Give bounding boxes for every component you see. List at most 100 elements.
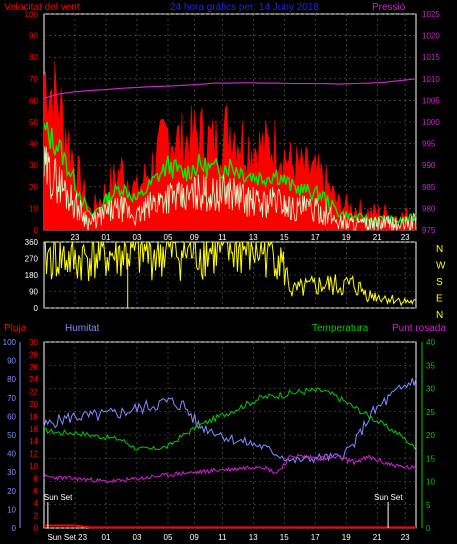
sunset-label: Sun Set bbox=[374, 493, 403, 502]
humidity-y-tick-label: 20 bbox=[7, 487, 16, 496]
temp-y-tick-label: 0 bbox=[426, 524, 431, 533]
wind-x-tick-label: 05 bbox=[164, 233, 173, 242]
rain-y-tick-label: 10 bbox=[29, 462, 38, 471]
humidity-y-tick-label: 30 bbox=[7, 468, 16, 477]
temp-y-tick-label: 30 bbox=[426, 385, 435, 394]
wind-x-tick-label: 17 bbox=[311, 233, 320, 242]
series-temperature bbox=[43, 387, 417, 452]
wind-y-tick-label: 30 bbox=[29, 161, 38, 170]
rain-axis-label: Pluja bbox=[4, 323, 27, 334]
wind-x-tick-label: 09 bbox=[190, 233, 199, 242]
wind-x-tick-label: 01 bbox=[102, 233, 111, 242]
humidity-y-tick-label: 50 bbox=[7, 431, 16, 440]
humidity-y-tick-label: 60 bbox=[7, 412, 16, 421]
th-x-tick-label: 05 bbox=[164, 533, 173, 542]
wind-y-tick-label: 60 bbox=[29, 96, 38, 105]
rain-y-tick-label: 2 bbox=[34, 512, 39, 521]
pressure-y-tick-label: 1025 bbox=[422, 10, 440, 19]
compass-label: E bbox=[436, 294, 443, 305]
temperature-axis-label: Temperatura bbox=[312, 323, 369, 334]
wind-x-tick-label: 11 bbox=[218, 233, 227, 242]
th-x-tick-label: Sun Set 23 bbox=[47, 533, 87, 542]
th-x-tick-label: 19 bbox=[342, 533, 351, 542]
th-x-tick-label: 13 bbox=[249, 533, 258, 542]
rain-y-tick-label: 4 bbox=[34, 499, 39, 508]
humidity-y-tick-label: 80 bbox=[7, 375, 16, 384]
humidity-y-tick-label: 0 bbox=[12, 524, 17, 533]
wind-x-tick-label: 21 bbox=[373, 233, 382, 242]
wind-y-tick-label: 100 bbox=[25, 10, 39, 19]
series-humidity bbox=[43, 377, 417, 465]
temp-y-tick-label: 10 bbox=[426, 478, 435, 487]
pressure-y-tick-label: 975 bbox=[422, 226, 436, 235]
rain-y-tick-label: 12 bbox=[29, 450, 38, 459]
wind-y-tick-label: 0 bbox=[34, 226, 39, 235]
compass-label: N bbox=[436, 310, 443, 321]
wind-x-tick-label: 03 bbox=[133, 233, 142, 242]
humidity-axis-label: Humitat bbox=[65, 323, 100, 334]
wind-y-tick-label: 20 bbox=[29, 183, 38, 192]
rain-y-tick-label: 28 bbox=[29, 350, 38, 359]
wind-chart: 0102030405060708090100975980985990995100… bbox=[25, 10, 441, 242]
temp-y-tick-label: 20 bbox=[426, 431, 435, 440]
wind-x-tick-label: 23 bbox=[401, 233, 410, 242]
dir-y-tick-label: 180 bbox=[25, 271, 39, 280]
sunset-label: Sun Set bbox=[44, 493, 73, 502]
rain-y-tick-label: 6 bbox=[34, 487, 39, 496]
temp-y-tick-label: 15 bbox=[426, 454, 435, 463]
pressure-y-tick-label: 1000 bbox=[422, 118, 440, 127]
wind-y-tick-label: 90 bbox=[29, 32, 38, 41]
series-average bbox=[43, 122, 417, 226]
wind-x-tick-label: 23 bbox=[71, 233, 80, 242]
wind-y-tick-label: 10 bbox=[29, 204, 38, 213]
pressure-y-tick-label: 1015 bbox=[422, 53, 440, 62]
humidity-y-tick-label: 90 bbox=[7, 357, 16, 366]
series-dewpoint bbox=[43, 453, 417, 484]
humidity-y-tick-label: 70 bbox=[7, 394, 16, 403]
temp-y-tick-label: 40 bbox=[426, 338, 435, 347]
th-x-tick-label: 21 bbox=[373, 533, 382, 542]
series-direction bbox=[44, 240, 417, 307]
rain-y-tick-label: 20 bbox=[29, 400, 38, 409]
th-x-tick-label: 03 bbox=[133, 533, 142, 542]
wind-y-tick-label: 50 bbox=[29, 118, 38, 127]
rain-y-tick-label: 14 bbox=[29, 437, 38, 446]
th-x-tick-label: 15 bbox=[280, 533, 289, 542]
pressure-y-tick-label: 1020 bbox=[422, 32, 440, 41]
wind-y-tick-label: 70 bbox=[29, 75, 38, 84]
dir-y-tick-label: 270 bbox=[25, 255, 39, 264]
dir-y-tick-label: 90 bbox=[29, 288, 38, 297]
humidity-y-tick-label: 40 bbox=[7, 450, 16, 459]
temp-y-tick-label: 35 bbox=[426, 361, 435, 370]
rain-y-tick-label: 8 bbox=[34, 474, 39, 483]
pressure-y-tick-label: 990 bbox=[422, 161, 436, 170]
series-gust bbox=[43, 60, 417, 231]
pressure-y-tick-label: 985 bbox=[422, 183, 436, 192]
pressure-y-tick-label: 1010 bbox=[422, 75, 440, 84]
left-header-label: Velocitat del vent bbox=[4, 2, 80, 13]
wind-y-tick-label: 40 bbox=[29, 140, 38, 149]
compass-label: N bbox=[436, 244, 443, 255]
humidity-y-tick-label: 100 bbox=[3, 338, 17, 347]
rain-y-tick-label: 24 bbox=[29, 375, 38, 384]
th-x-tick-label: 11 bbox=[218, 533, 227, 542]
pressure-y-tick-label: 980 bbox=[422, 204, 436, 213]
pressure-y-tick-label: 1005 bbox=[422, 96, 440, 105]
rain-y-tick-label: 16 bbox=[29, 425, 38, 434]
th-x-tick-label: 23 bbox=[401, 533, 410, 542]
rain-y-tick-label: 18 bbox=[29, 412, 38, 421]
th-x-tick-label: 17 bbox=[311, 533, 320, 542]
temp-y-tick-label: 5 bbox=[426, 501, 431, 510]
wind-x-tick-label: 15 bbox=[280, 233, 289, 242]
temp-humidity-chart: 0102030405060708090100024681012141618202… bbox=[3, 338, 436, 542]
wind-y-tick-label: 80 bbox=[29, 53, 38, 62]
th-x-tick-label: 09 bbox=[190, 533, 199, 542]
humidity-y-tick-label: 10 bbox=[7, 505, 16, 514]
rain-y-tick-label: 0 bbox=[34, 524, 39, 533]
series-rain bbox=[44, 524, 416, 529]
dir-y-tick-label: 0 bbox=[34, 304, 39, 313]
wind-x-tick-label: 19 bbox=[342, 233, 351, 242]
